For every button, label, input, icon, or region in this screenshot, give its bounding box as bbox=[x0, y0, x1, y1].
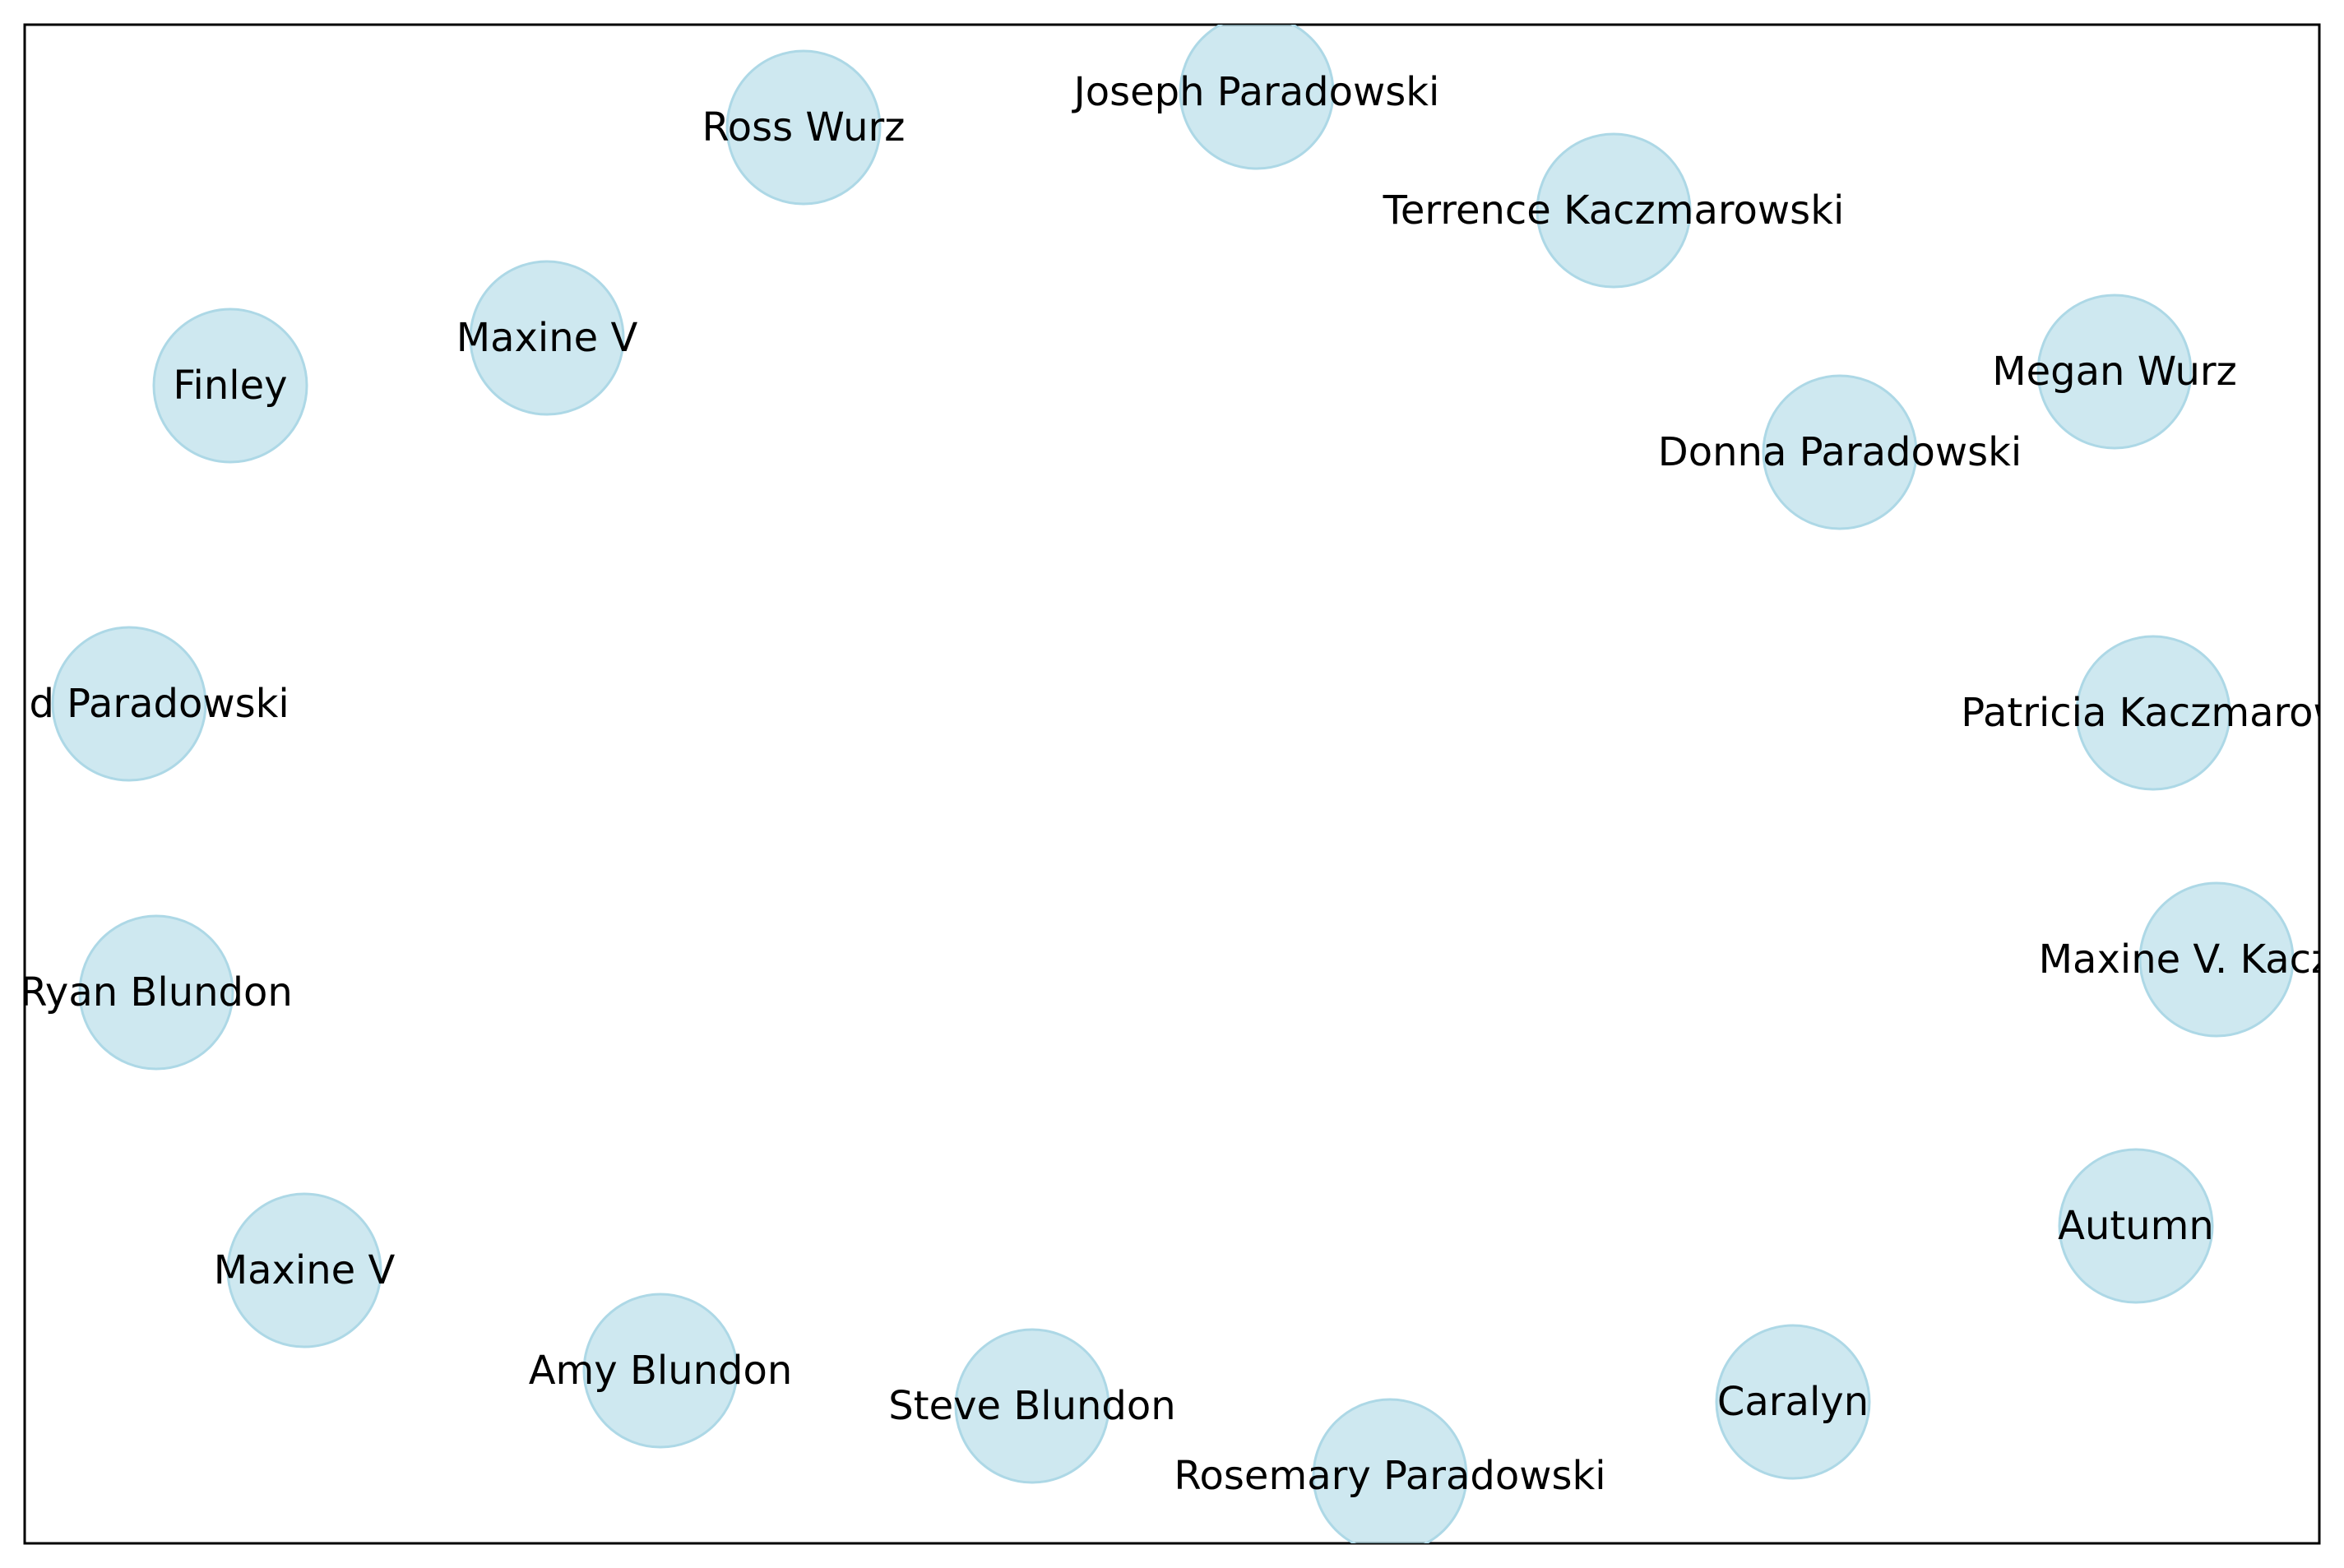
node-label: Ryan Blundon bbox=[20, 969, 293, 1015]
node-circle bbox=[2075, 635, 2231, 791]
node-label: Rosemary Paradowski bbox=[1174, 1453, 1605, 1499]
graph-node: Amy Blundon bbox=[529, 1293, 793, 1449]
node-label: Maxine V. Kaczma bbox=[2039, 937, 2344, 983]
graph-node: Ryan Blundon bbox=[20, 914, 293, 1071]
node-label: Joseph Paradowski bbox=[1072, 69, 1440, 115]
node-label: Autumn bbox=[2058, 1203, 2214, 1249]
graph-node: Ross Wurz bbox=[702, 49, 906, 206]
node-circle bbox=[51, 626, 207, 782]
node-label: Patricia Kaczmarow bbox=[1961, 690, 2344, 736]
node-circle bbox=[1715, 1324, 1871, 1480]
graph-node: Finley bbox=[152, 308, 308, 464]
node-circle bbox=[2058, 1148, 2214, 1304]
node-label: Caralyn bbox=[1717, 1379, 1869, 1425]
nodes-layer: Joseph Paradowski Ross Wurz Terrence Kaczm… bbox=[0, 25, 2344, 1543]
node-label: nald Paradowski bbox=[0, 681, 290, 727]
node-circle bbox=[78, 914, 234, 1071]
graph-node: Rosemary Paradowski bbox=[1174, 1398, 1606, 1543]
node-label: Ross Wurz bbox=[702, 104, 906, 150]
node-circle bbox=[1179, 25, 1335, 170]
node-circle bbox=[469, 260, 625, 416]
graph-node: Maxine V bbox=[456, 260, 638, 416]
node-label: Terrence Kaczmarowski bbox=[1383, 187, 1845, 234]
node-label: Donna Paradowski bbox=[1658, 429, 2022, 475]
graph-node: Caralyn bbox=[1715, 1324, 1871, 1480]
node-circle bbox=[582, 1293, 739, 1449]
node-label: Maxine V bbox=[214, 1247, 396, 1293]
graph-node: Patricia Kaczmarow bbox=[1961, 635, 2344, 791]
node-circle bbox=[2036, 294, 2193, 450]
graph-node: Maxine V. Kaczma bbox=[2039, 881, 2344, 1038]
node-circle bbox=[1536, 132, 1692, 289]
node-circle bbox=[2138, 881, 2295, 1038]
node-label: Finley bbox=[173, 363, 287, 409]
graph-node: Joseph Paradowski bbox=[1072, 25, 1440, 170]
node-circle bbox=[152, 308, 308, 464]
graph-node: Terrence Kaczmarowski bbox=[1383, 132, 1845, 289]
graph-node: Donna Paradowski bbox=[1658, 374, 2022, 530]
node-circle bbox=[226, 1192, 382, 1348]
node-label: Megan Wurz bbox=[1992, 349, 2237, 395]
node-label: Steve Blundon bbox=[888, 1383, 1175, 1429]
plot-frame bbox=[23, 23, 2321, 1545]
node-circle bbox=[954, 1328, 1110, 1484]
node-circle bbox=[1762, 374, 1918, 530]
node-label: Maxine V bbox=[456, 315, 638, 361]
node-circle bbox=[1312, 1398, 1468, 1543]
node-circle bbox=[725, 49, 882, 206]
graph-node: Autumn bbox=[2058, 1148, 2214, 1304]
node-label: Amy Blundon bbox=[529, 1348, 793, 1394]
graph-node: Maxine V bbox=[214, 1192, 396, 1348]
graph-node: Steve Blundon bbox=[888, 1328, 1176, 1484]
graph-node: nald Paradowski bbox=[0, 626, 290, 782]
graph-node: Megan Wurz bbox=[1992, 294, 2237, 450]
